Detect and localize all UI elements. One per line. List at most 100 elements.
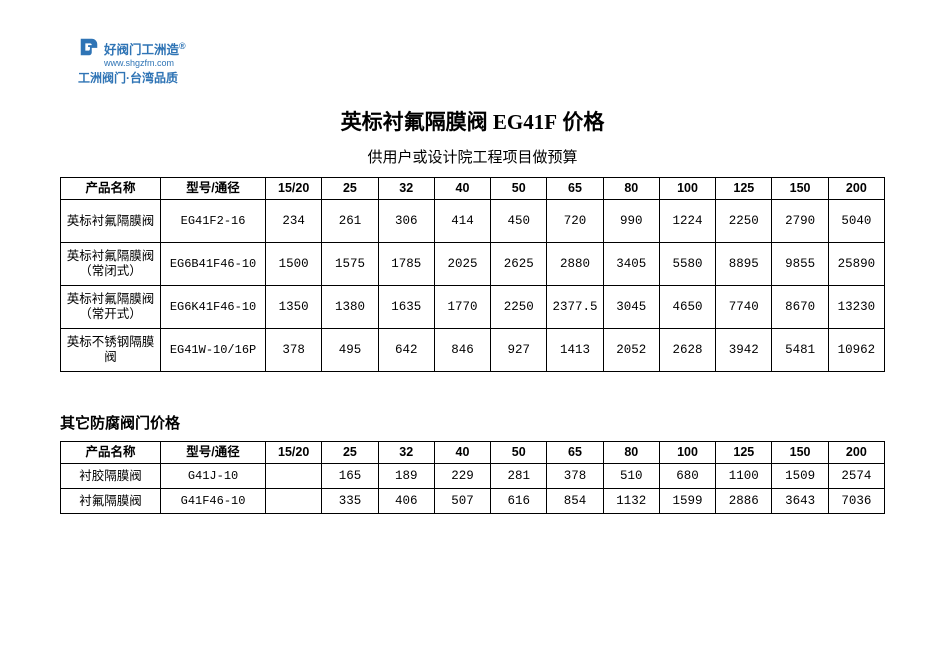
price-cell: 234: [266, 200, 322, 243]
price-cell: 3643: [772, 489, 828, 514]
price-cell: 9855: [772, 243, 828, 286]
price-table-1: 产品名称 型号/通径 15/20 25 32 40 50 65 80 100 1…: [60, 177, 885, 372]
logo-block: 好阀门工洲造® www.shgzfm.com 工洲阀门·台湾品质: [78, 36, 208, 84]
col-40: 40: [434, 442, 490, 464]
price-cell: 7740: [716, 286, 772, 329]
price-cell: 3405: [603, 243, 659, 286]
price-cell: 642: [378, 329, 434, 372]
product-name-cell: 衬氟隔膜阀: [61, 489, 161, 514]
table-row: 英标衬氟隔膜阀（常闭式）EG6B41F46-101500157517852025…: [61, 243, 885, 286]
col-25: 25: [322, 442, 378, 464]
col-150: 150: [772, 442, 828, 464]
col-40: 40: [434, 178, 490, 200]
price-cell: 261: [322, 200, 378, 243]
section2-title: 其它防腐阀门价格: [60, 412, 885, 433]
price-cell: 1350: [266, 286, 322, 329]
logo-reg: ®: [179, 41, 186, 51]
price-cell: 281: [491, 464, 547, 489]
price-cell: 927: [491, 329, 547, 372]
price-cell: 3942: [716, 329, 772, 372]
product-name-cell: 英标衬氟隔膜阀（常开式）: [61, 286, 161, 329]
price-cell: 2886: [716, 489, 772, 514]
price-cell: 2025: [434, 243, 490, 286]
price-cell: 2377.5: [547, 286, 603, 329]
price-cell: 1100: [716, 464, 772, 489]
price-cell: 378: [547, 464, 603, 489]
price-cell: 5580: [659, 243, 715, 286]
price-cell: 854: [547, 489, 603, 514]
price-cell: 720: [547, 200, 603, 243]
model-cell: G41J-10: [161, 464, 266, 489]
title-suffix: 价格: [557, 110, 604, 134]
price-cell: 1770: [434, 286, 490, 329]
page: 好阀门工洲造® www.shgzfm.com 工洲阀门·台湾品质 英标衬氟隔膜阀…: [0, 0, 945, 514]
product-name-cell: 英标衬氟隔膜阀（常闭式）: [61, 243, 161, 286]
price-cell: 1599: [659, 489, 715, 514]
price-cell: [266, 464, 322, 489]
col-name: 产品名称: [61, 442, 161, 464]
col-65: 65: [547, 442, 603, 464]
price-cell: 414: [434, 200, 490, 243]
price-cell: 2250: [716, 200, 772, 243]
price-cell: 7036: [828, 489, 884, 514]
col-100: 100: [659, 178, 715, 200]
product-name-cell: 英标不锈钢隔膜阀: [61, 329, 161, 372]
logo-line2: 工洲阀门·台湾品质: [78, 72, 208, 84]
price-cell: 1575: [322, 243, 378, 286]
price-cell: 1413: [547, 329, 603, 372]
col-32: 32: [378, 442, 434, 464]
model-cell: EG6B41F46-10: [161, 243, 266, 286]
col-125: 125: [716, 178, 772, 200]
col-32: 32: [378, 178, 434, 200]
price-cell: 4650: [659, 286, 715, 329]
price-cell: 25890: [828, 243, 884, 286]
logo-line1: 好阀门工洲造®: [104, 42, 186, 58]
price-cell: 2790: [772, 200, 828, 243]
title-prefix: 英标衬氟隔膜阀: [341, 110, 493, 134]
logo-mark: [78, 36, 100, 58]
col-model: 型号/通径: [161, 178, 266, 200]
table2-body: 衬胶隔膜阀G41J-101651892292813785106801100150…: [61, 464, 885, 514]
price-cell: 495: [322, 329, 378, 372]
price-cell: 335: [322, 489, 378, 514]
col-50: 50: [491, 442, 547, 464]
price-cell: 990: [603, 200, 659, 243]
price-cell: 2250: [491, 286, 547, 329]
price-cell: [266, 489, 322, 514]
table-row: 英标不锈钢隔膜阀EG41W-10/16P37849564284692714132…: [61, 329, 885, 372]
col-80: 80: [603, 178, 659, 200]
price-cell: 3045: [603, 286, 659, 329]
col-100: 100: [659, 442, 715, 464]
price-cell: 1785: [378, 243, 434, 286]
price-cell: 189: [378, 464, 434, 489]
price-cell: 1224: [659, 200, 715, 243]
price-cell: 846: [434, 329, 490, 372]
price-cell: 507: [434, 489, 490, 514]
price-cell: 165: [322, 464, 378, 489]
price-cell: 2880: [547, 243, 603, 286]
col-15-20: 15/20: [266, 442, 322, 464]
price-cell: 2574: [828, 464, 884, 489]
col-200: 200: [828, 178, 884, 200]
price-cell: 406: [378, 489, 434, 514]
price-cell: 8670: [772, 286, 828, 329]
col-15-20: 15/20: [266, 178, 322, 200]
price-cell: 8895: [716, 243, 772, 286]
col-80: 80: [603, 442, 659, 464]
price-cell: 229: [434, 464, 490, 489]
model-cell: EG41F2-16: [161, 200, 266, 243]
price-cell: 2628: [659, 329, 715, 372]
col-name: 产品名称: [61, 178, 161, 200]
model-cell: EG6K41F46-10: [161, 286, 266, 329]
price-cell: 1132: [603, 489, 659, 514]
col-65: 65: [547, 178, 603, 200]
product-name-cell: 英标衬氟隔膜阀: [61, 200, 161, 243]
price-cell: 306: [378, 200, 434, 243]
table-row: 衬胶隔膜阀G41J-101651892292813785106801100150…: [61, 464, 885, 489]
logo-url: www.shgzfm.com: [104, 59, 208, 68]
product-name-cell: 衬胶隔膜阀: [61, 464, 161, 489]
price-cell: 450: [491, 200, 547, 243]
model-cell: G41F46-10: [161, 489, 266, 514]
price-cell: 13230: [828, 286, 884, 329]
price-cell: 510: [603, 464, 659, 489]
